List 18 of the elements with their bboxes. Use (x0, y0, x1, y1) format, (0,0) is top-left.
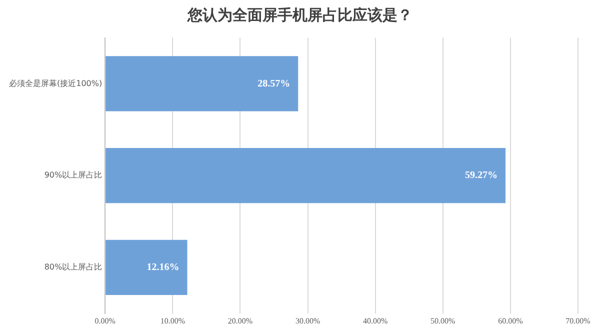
y-tick-label: 90%以上屏占比 (44, 170, 102, 180)
chart-title: 您认为全面屏手机屏占比应该是？ (186, 6, 414, 25)
x-tick-label: 50.00% (430, 316, 456, 326)
data-label: 59.27% (465, 170, 498, 182)
x-tick-label: 30.00% (295, 316, 320, 326)
x-tick-label: 10.00% (160, 316, 186, 326)
x-tick-label: 20.00% (228, 316, 253, 326)
bar (106, 240, 188, 296)
bar (106, 56, 298, 112)
x-tick-label: 70.00% (566, 316, 591, 326)
data-label: 12.16% (146, 262, 180, 274)
y-tick-label: 80%以上屏占比 (44, 262, 102, 272)
y-tick-label: 必须全是屏幕(接近100%) (8, 78, 102, 88)
x-tick-label: 0.00% (94, 316, 116, 326)
data-label: 28.57% (258, 78, 290, 90)
bar (106, 148, 506, 204)
x-tick-label: 60.00% (498, 316, 524, 326)
x-tick-label: 40.00% (363, 316, 388, 326)
